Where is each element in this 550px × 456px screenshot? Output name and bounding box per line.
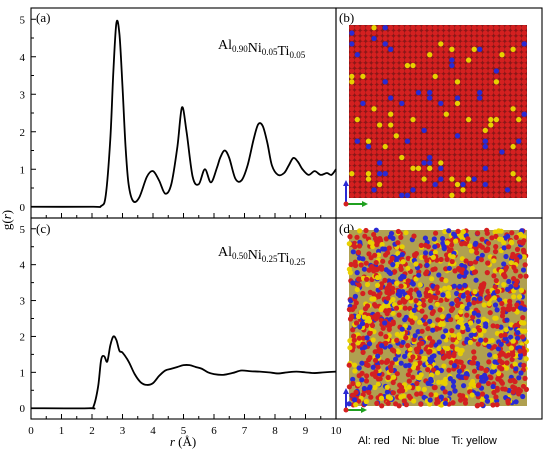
y-tick-label: 2 bbox=[20, 331, 26, 343]
panel-label-b: (b) bbox=[339, 10, 354, 25]
y-tick-label: 2 bbox=[20, 127, 26, 139]
x-tick-label: 3 bbox=[120, 425, 126, 437]
atomic-snapshot-d bbox=[346, 227, 530, 409]
y-tick-label: 5 bbox=[20, 14, 26, 26]
x-tick-label: 2 bbox=[89, 425, 95, 437]
x-tick-label: 8 bbox=[272, 425, 278, 437]
x-tick-label: 5 bbox=[181, 425, 187, 437]
y-tick-label: 4 bbox=[20, 260, 26, 272]
plot-c-rdf: 0 1 2 3 4 5 0 1 2 3 4 5 6 7 8 9 10 bbox=[20, 217, 343, 437]
y-tick-label: 1 bbox=[20, 164, 26, 176]
composition-label-a: Al0.90Ni0.05Ti0.05 bbox=[218, 38, 306, 60]
y-tick-label: 0 bbox=[20, 202, 26, 214]
panel-label-a: (a) bbox=[36, 10, 50, 25]
axes-triad-b bbox=[343, 180, 368, 207]
x-tick-label: 4 bbox=[150, 425, 156, 437]
composition-label-c: Al0.50Ni0.25Ti0.25 bbox=[218, 245, 306, 267]
y-tick-label: 5 bbox=[20, 224, 26, 236]
x-tick-label: 9 bbox=[303, 425, 309, 437]
x-tick-label: 1 bbox=[59, 425, 65, 437]
rdf-curve bbox=[30, 335, 337, 410]
y-tick-label: 4 bbox=[20, 52, 26, 64]
color-legend: Al: red Ni: blue Ti: yellow bbox=[358, 435, 497, 447]
x-tick-label: 10 bbox=[331, 425, 343, 437]
x-axis-label: r (Å) bbox=[170, 434, 196, 449]
y-tick-label: 3 bbox=[20, 296, 26, 308]
y-axis-label: g(r) bbox=[0, 210, 14, 230]
plot-frame bbox=[30, 217, 337, 420]
plot-a-rdf: 0 1 2 3 4 5 bbox=[20, 7, 337, 219]
atomic-snapshot-b bbox=[349, 25, 527, 198]
x-tick-label: 7 bbox=[242, 425, 248, 437]
rdf-curve bbox=[30, 19, 337, 208]
panel-label-c: (c) bbox=[36, 221, 50, 236]
axes-triad-d bbox=[343, 388, 367, 413]
x-tick-label: 6 bbox=[211, 425, 217, 437]
y-tick-label: 1 bbox=[20, 367, 26, 379]
x-tick-label: 0 bbox=[28, 425, 34, 437]
y-tick-label: 0 bbox=[20, 403, 26, 415]
y-tick-label: 3 bbox=[20, 89, 26, 101]
snapshot-frame-d bbox=[335, 217, 543, 420]
